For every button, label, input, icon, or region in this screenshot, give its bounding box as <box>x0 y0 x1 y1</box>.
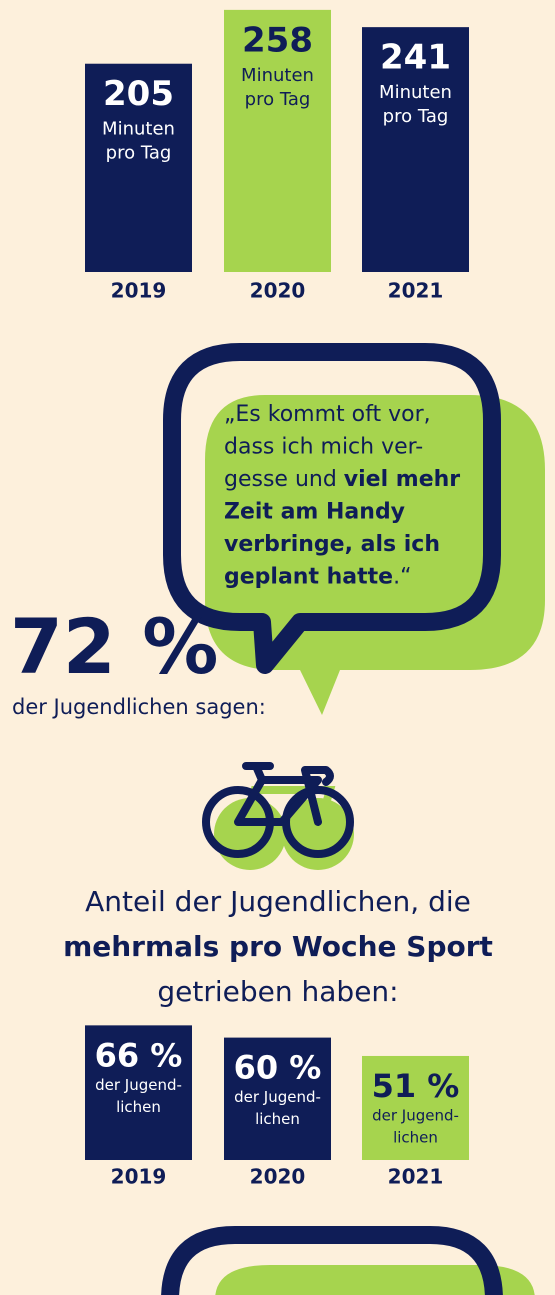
quote-segment: .“ <box>393 565 411 590</box>
value-label: 258 <box>242 20 313 60</box>
x-tick-label: 2020 <box>250 1165 306 1189</box>
quote-segment: Zeit am Handy <box>224 500 405 525</box>
bar <box>224 1037 331 1160</box>
quote-segment: dass ich mich ver- <box>224 435 423 460</box>
bar <box>362 1055 469 1160</box>
quote-line: „Es kommt oft vor, <box>224 402 431 427</box>
quote-segment: viel mehr <box>344 467 461 492</box>
value-label: 51 % <box>372 1067 460 1105</box>
bar <box>85 63 192 272</box>
bar-text: der Jugend- <box>234 1088 321 1106</box>
x-tick-label: 2019 <box>111 279 167 303</box>
bubble-shadow-bottom <box>215 1265 535 1295</box>
quote-segment: „Es kommt oft vor, <box>224 402 431 427</box>
bar-text: der Jugend- <box>372 1106 459 1124</box>
quote-segment: geplant hatte <box>224 565 393 590</box>
value-label: 60 % <box>234 1049 322 1087</box>
quote: „Es kommt oft vor, dass ich mich ver-gess… <box>224 402 460 590</box>
bar-text: pro Tag <box>383 106 449 127</box>
bar-text: pro Tag <box>245 89 311 110</box>
bar-chart: 205 Minuten pro Tag 2019 258 Minuten pro Tag 20… <box>85 9 469 303</box>
stat-value: 72 % <box>10 602 218 691</box>
x-tick-label: 2021 <box>388 279 444 303</box>
bubble-outline-bottom <box>161 1226 503 1295</box>
heading-line: mehrmals pro Woche Sport <box>63 930 493 963</box>
value-label: 241 <box>380 38 451 78</box>
bar-text: Minuten <box>102 119 175 140</box>
x-tick-label: 2020 <box>250 279 306 303</box>
x-tick-label: 2019 <box>111 1165 167 1189</box>
bar-text: lichen <box>393 1128 438 1146</box>
bar <box>362 27 469 273</box>
bar-text: lichen <box>116 1098 161 1116</box>
bar <box>224 9 331 272</box>
bubble-outline <box>163 343 501 674</box>
value-label: 205 <box>103 74 174 114</box>
quote-segment: gesse und <box>224 467 344 492</box>
quote-line: geplant hatte.“ <box>224 565 412 590</box>
stat-caption: der Jugendlichen sagen: <box>12 695 266 719</box>
bar-text: der Jugend- <box>95 1076 182 1094</box>
heading-line: Anteil der Jugendlichen, die <box>85 885 471 918</box>
bar <box>85 1025 192 1160</box>
bar-text: pro Tag <box>106 143 172 164</box>
x-tick-label: 2021 <box>388 1165 444 1189</box>
quote-line: Zeit am Handy <box>224 500 405 525</box>
quote-line: verbringe, als ich <box>224 532 440 557</box>
heading: Anteil der Jugendlichen, die mehrmals pro… <box>63 885 493 1008</box>
value-label: 66 % <box>95 1036 183 1074</box>
bar-text: Minuten <box>379 82 452 103</box>
quote-line: gesse und viel mehr <box>224 467 460 492</box>
quote-line: dass ich mich ver- <box>224 435 423 460</box>
quote-segment: verbringe, als ich <box>224 532 440 557</box>
heading-line: getrieben haben: <box>157 975 398 1008</box>
bike-icon <box>202 762 354 870</box>
bar-text: Minuten <box>241 65 314 86</box>
bar-text: lichen <box>255 1110 300 1128</box>
